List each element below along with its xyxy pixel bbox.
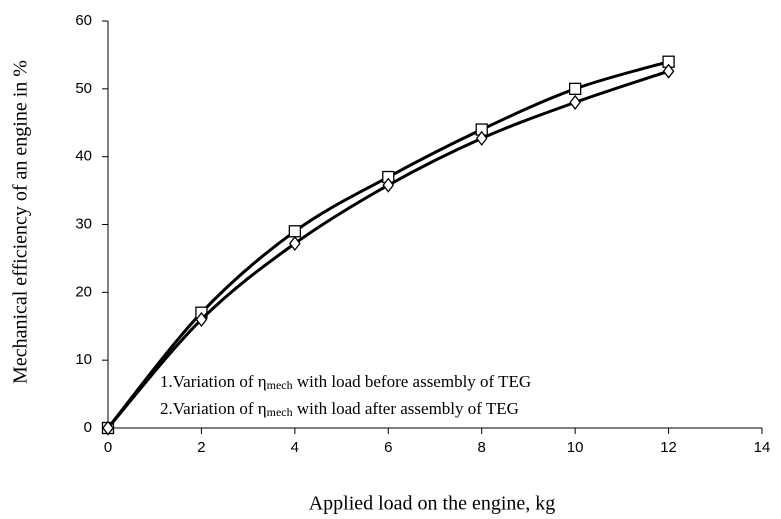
marker xyxy=(569,94,581,110)
marker xyxy=(195,311,208,328)
y-tick-label: 30 xyxy=(75,215,92,232)
marker xyxy=(382,177,395,193)
x-tick-label: 10 xyxy=(567,439,584,456)
x-tick-label: 2 xyxy=(197,439,205,456)
marker xyxy=(568,82,582,95)
annotation: 1.Variation of ηmech with load before as… xyxy=(160,372,531,392)
annotation-part: mech xyxy=(267,378,293,392)
y-tick-label: 10 xyxy=(75,351,92,368)
annotation-part: 1.Variation of η xyxy=(160,372,267,391)
y-axis-title: Mechanical efficiency of an engine in % xyxy=(10,60,32,384)
marker xyxy=(289,235,301,252)
y-tick-label: 50 xyxy=(75,80,92,97)
x-tick-label: 6 xyxy=(384,439,392,456)
annotation-part: with load before assembly of TEG xyxy=(293,372,532,391)
x-tick-label: 8 xyxy=(478,439,486,456)
marker xyxy=(475,130,488,146)
annotation-part: with load after assembly of TEG xyxy=(293,399,519,418)
x-tick-label: 0 xyxy=(104,439,112,456)
y-tick-label: 60 xyxy=(75,12,92,29)
x-axis-title: Applied load on the engine, kg xyxy=(309,493,556,515)
y-tick-label: 20 xyxy=(75,283,92,300)
annotation: 2.Variation of ηmech with load after ass… xyxy=(160,399,519,419)
y-tick-label: 40 xyxy=(75,148,92,165)
marker xyxy=(102,420,114,436)
y-tick-label: 0 xyxy=(84,419,92,436)
x-tick-label: 14 xyxy=(754,439,771,456)
marker xyxy=(288,225,302,238)
marker xyxy=(662,63,675,79)
annotation-part: 2.Variation of η xyxy=(160,399,267,418)
x-tick-label: 12 xyxy=(660,439,677,456)
annotation-part: mech xyxy=(267,405,293,419)
x-tick-label: 4 xyxy=(291,439,299,456)
